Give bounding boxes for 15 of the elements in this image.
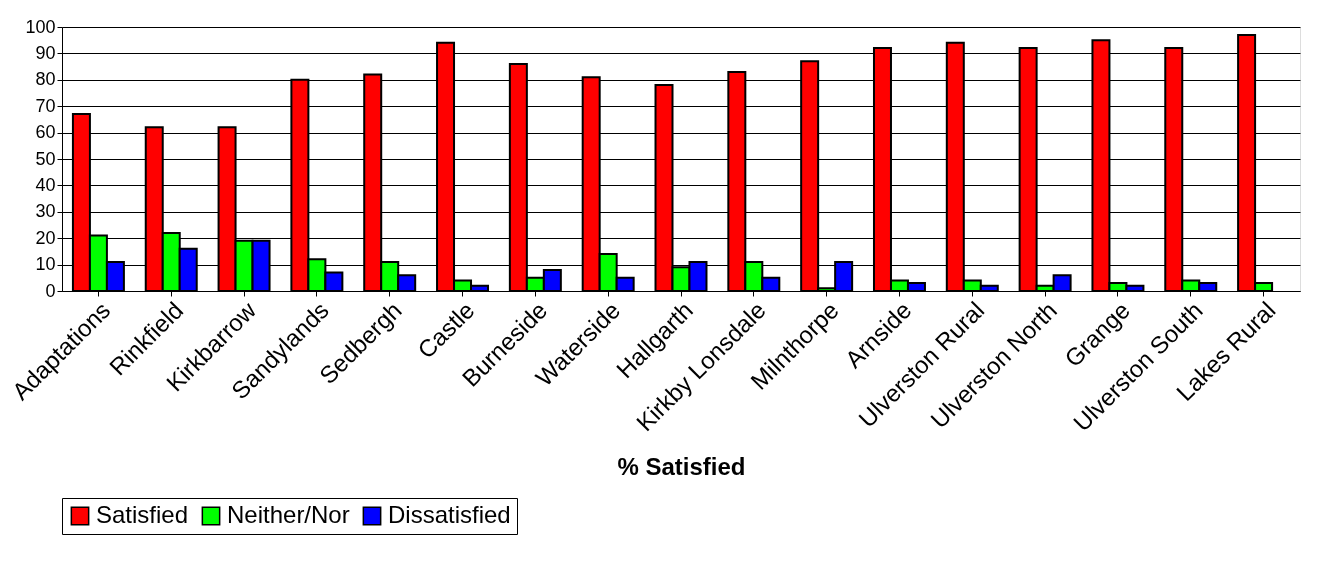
y-tick-label: 30 <box>35 201 56 222</box>
y-tick-label: 100 <box>25 16 56 37</box>
y-tick-label: 70 <box>35 95 56 116</box>
legend-label: Neither/Nor <box>227 501 350 528</box>
x-axis-title: % Satisfied <box>617 453 746 481</box>
y-tick-label: 20 <box>35 227 56 248</box>
y-tick-label: 80 <box>35 69 56 90</box>
y-tick-label: 90 <box>35 42 56 63</box>
y-tick-label: 60 <box>35 122 56 143</box>
y-tick-label: 50 <box>35 148 56 169</box>
y-tick-label: 10 <box>35 254 56 275</box>
legend-label: Satisfied <box>96 501 189 528</box>
y-tick-label: 0 <box>45 280 56 301</box>
legend-label: Dissatisfied <box>388 501 511 528</box>
y-tick-label: 40 <box>35 174 56 195</box>
